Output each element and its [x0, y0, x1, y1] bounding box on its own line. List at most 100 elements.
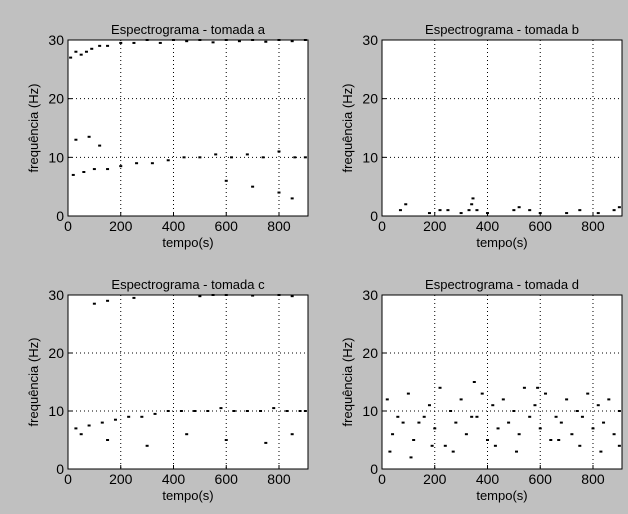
point: [98, 144, 102, 147]
x-axis-label: tempo(s): [476, 235, 527, 250]
point: [522, 386, 526, 389]
point: [427, 404, 431, 407]
point: [290, 197, 294, 200]
point: [198, 295, 202, 298]
point: [596, 404, 600, 407]
point: [230, 156, 234, 159]
point: [496, 427, 500, 430]
point: [82, 171, 86, 173]
y-tick-label: 30: [362, 32, 378, 48]
point: [259, 410, 263, 412]
point: [251, 294, 255, 297]
point: [290, 295, 294, 298]
point: [219, 407, 223, 410]
point: [185, 40, 189, 43]
point: [113, 418, 117, 421]
point: [549, 439, 553, 441]
point: [430, 444, 434, 447]
y-tick-label: 0: [56, 208, 64, 224]
point: [106, 168, 110, 171]
point: [69, 56, 73, 59]
point: [224, 179, 228, 182]
point: [185, 433, 189, 436]
point: [396, 415, 400, 418]
point: [298, 410, 302, 412]
point: [554, 415, 558, 418]
x-tick-label: 0: [378, 218, 386, 234]
point: [106, 299, 110, 302]
point: [533, 404, 537, 407]
point: [536, 386, 540, 389]
plot-area: [68, 295, 308, 469]
axes-box: [67, 294, 309, 470]
y-axis-label: frequência (Hz): [26, 84, 41, 173]
point: [580, 415, 584, 418]
point: [501, 398, 505, 401]
point: [92, 302, 96, 305]
point: [591, 427, 595, 430]
point: [277, 150, 281, 153]
point: [132, 296, 136, 299]
point: [471, 197, 475, 200]
point: [290, 433, 294, 436]
point: [472, 381, 476, 383]
point: [272, 407, 276, 410]
point: [565, 398, 569, 401]
x-tick-label: 600: [215, 218, 239, 234]
point: [182, 156, 186, 159]
point: [475, 209, 479, 212]
y-axis-label: frequência (Hz): [26, 338, 41, 427]
point: [586, 392, 590, 395]
point: [493, 444, 497, 447]
point: [433, 427, 437, 430]
y-tick-label: 10: [48, 149, 64, 165]
y-axis-label: frequência (Hz): [340, 338, 355, 427]
point: [140, 415, 144, 418]
point: [153, 412, 157, 415]
point: [264, 40, 268, 43]
point: [412, 439, 416, 441]
point: [87, 424, 91, 427]
point: [166, 159, 170, 162]
y-tick-label: 0: [370, 461, 378, 477]
y-tick-label: 20: [362, 91, 378, 107]
point: [544, 392, 548, 395]
subplot-title: Espectrograma - tomada c: [111, 277, 265, 292]
point: [467, 209, 471, 212]
point: [193, 410, 197, 412]
x-tick-label: 400: [476, 218, 500, 234]
point: [179, 410, 183, 412]
point: [119, 165, 123, 168]
point: [98, 44, 102, 47]
point: [443, 444, 447, 447]
point: [245, 410, 249, 412]
point: [575, 410, 579, 412]
point: [470, 415, 474, 418]
point: [480, 392, 484, 395]
plot-area: [68, 40, 308, 216]
point: [211, 41, 215, 44]
point: [264, 441, 268, 444]
point: [132, 41, 136, 44]
point: [127, 415, 131, 418]
x-axis-label: tempo(s): [162, 488, 213, 503]
x-tick-label: 200: [109, 471, 133, 487]
point: [290, 40, 294, 43]
point: [74, 427, 78, 430]
plot-area: [382, 295, 622, 469]
y-tick-label: 0: [370, 208, 378, 224]
point: [406, 392, 410, 395]
x-tick-label: 800: [581, 218, 605, 234]
point: [515, 450, 519, 453]
x-tick-label: 0: [378, 471, 386, 487]
point: [401, 421, 405, 424]
point: [150, 162, 154, 165]
x-tick-label: 600: [529, 471, 553, 487]
point: [224, 439, 228, 441]
x-tick-label: 200: [109, 218, 133, 234]
y-tick-label: 10: [362, 403, 378, 419]
x-tick-label: 600: [215, 471, 239, 487]
point: [106, 44, 110, 47]
point: [538, 427, 542, 430]
point: [90, 47, 94, 50]
